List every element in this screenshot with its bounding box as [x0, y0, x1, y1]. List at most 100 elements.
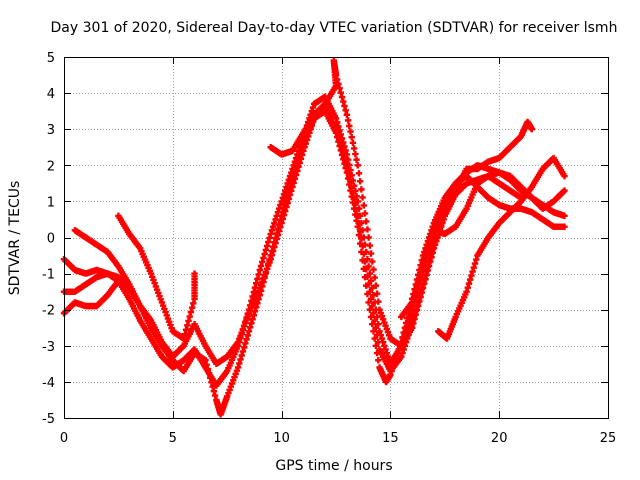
- data-point: [354, 223, 361, 230]
- data-point: [283, 196, 290, 203]
- data-point: [404, 314, 411, 322]
- data-point: [245, 306, 253, 313]
- data-point: [364, 255, 371, 263]
- data-point: [257, 262, 265, 270]
- data-point: [415, 279, 422, 286]
- data-point: [238, 330, 245, 337]
- data-point: [341, 102, 348, 110]
- data-point: [203, 361, 210, 368]
- data-point: [234, 364, 242, 371]
- data-point: [309, 104, 317, 111]
- data-point: [561, 172, 568, 180]
- data-point: [561, 223, 568, 230]
- data-point: [253, 304, 260, 311]
- data-point: [268, 247, 276, 255]
- data-point: [267, 230, 274, 238]
- data-point: [259, 283, 266, 290]
- data-point: [350, 145, 358, 152]
- data-point: [416, 298, 423, 305]
- y-tick-label: -5: [42, 412, 55, 427]
- data-point: [273, 230, 280, 237]
- data-point: [369, 302, 376, 310]
- data-point: [366, 306, 374, 313]
- data-point: [190, 300, 197, 307]
- data-point: [340, 156, 347, 163]
- x-axis-label: GPS time / hours: [275, 458, 392, 474]
- data-point: [348, 172, 355, 179]
- data-point: [421, 280, 428, 287]
- data-point: [269, 223, 277, 230]
- data-point: [375, 320, 382, 328]
- y-tick-label: -2: [42, 304, 55, 319]
- data-point: [284, 192, 291, 199]
- data-point: [392, 357, 399, 364]
- data-point: [417, 293, 424, 301]
- data-point: [411, 291, 418, 298]
- data-point: [261, 250, 268, 258]
- data-point: [267, 252, 274, 259]
- data-point: [428, 253, 435, 261]
- data-point: [359, 257, 366, 264]
- data-point: [236, 338, 243, 345]
- data-point: [402, 319, 410, 327]
- y-tick-label: 3: [47, 123, 55, 138]
- data-point: [288, 180, 295, 187]
- data-point: [254, 300, 261, 307]
- data-point: [423, 251, 430, 258]
- data-point: [207, 374, 214, 382]
- data-point: [358, 219, 365, 227]
- data-point: [369, 320, 376, 328]
- data-point: [372, 282, 380, 289]
- data-point: [255, 271, 262, 278]
- data-point: [210, 387, 218, 395]
- data-point: [393, 353, 400, 360]
- data-point: [338, 135, 346, 142]
- data-point: [400, 329, 407, 336]
- data-point: [413, 306, 421, 314]
- x-tick-label: 0: [60, 431, 68, 446]
- data-point: [353, 156, 360, 163]
- data-point: [262, 246, 270, 254]
- data-point: [348, 193, 355, 200]
- data-point: [240, 322, 248, 329]
- data-point: [352, 211, 359, 218]
- data-point: [394, 349, 401, 357]
- data-point: [260, 254, 267, 262]
- data-point: [211, 392, 219, 399]
- data-point: [382, 346, 389, 353]
- data-point: [425, 243, 433, 250]
- y-axis-label: SDTVAR / TECUs: [7, 181, 23, 296]
- data-point: [365, 299, 372, 306]
- data-point: [263, 265, 271, 272]
- data-point: [361, 210, 369, 217]
- data-point: [437, 223, 445, 230]
- data-point: [363, 218, 370, 225]
- data-point: [389, 364, 397, 371]
- data-point: [337, 131, 345, 138]
- data-point: [346, 122, 353, 130]
- data-point: [248, 297, 255, 305]
- data-point: [379, 338, 387, 346]
- data-point: [347, 128, 354, 135]
- grid-layer: [64, 57, 608, 418]
- data-point: [346, 181, 353, 188]
- data-point: [265, 238, 272, 246]
- data-point: [427, 239, 434, 246]
- data-point: [350, 205, 358, 212]
- data-point: [246, 324, 254, 331]
- series-track-4: [115, 212, 198, 342]
- data-point: [245, 328, 253, 335]
- data-point: [286, 184, 294, 191]
- data-point: [248, 320, 255, 327]
- data-point: [340, 98, 347, 105]
- data-point: [370, 310, 377, 317]
- data-point: [277, 217, 284, 224]
- data-point: [296, 152, 303, 159]
- series-track-5: [60, 255, 133, 292]
- chart-title: Day 301 of 2020, Sidereal Day-to-day VTE…: [51, 20, 618, 36]
- data-point: [279, 194, 287, 201]
- data-point: [282, 187, 289, 194]
- data-point: [202, 357, 209, 364]
- data-point: [363, 282, 370, 289]
